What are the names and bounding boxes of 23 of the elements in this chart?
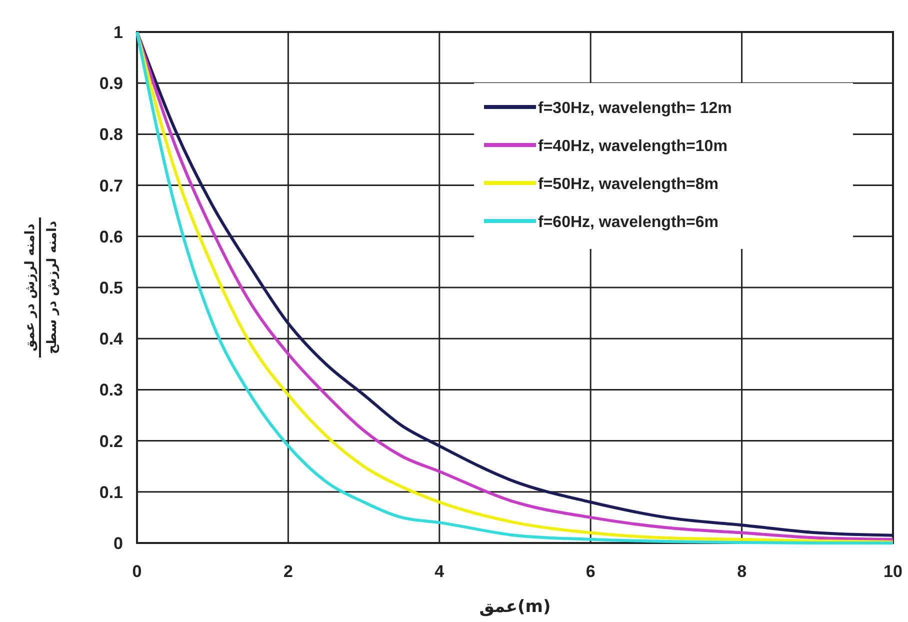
x-tick-label: 6	[586, 562, 596, 581]
y-tick-label: 0.6	[99, 227, 123, 246]
y-tick-label: 0.9	[99, 74, 123, 94]
y-tick-label: 0.7	[99, 176, 123, 196]
legend-label: f=50Hz, wavelength=8m	[538, 176, 719, 193]
x-tick-label: 0	[132, 562, 142, 581]
y-tick-label: 0.8	[99, 125, 123, 144]
y-tick-label: 0	[114, 534, 123, 553]
x-tick-label: 4	[434, 562, 445, 581]
y-tick-label: 0.5	[99, 278, 123, 298]
x-axis-title: عمق(m)	[479, 597, 551, 617]
y-tick-label: 0.4	[99, 330, 124, 349]
y-tick-label: 0.3	[99, 380, 123, 400]
x-tick-label: 10	[884, 562, 902, 581]
legend-label: f=60Hz, wavelength=6m	[538, 214, 719, 231]
y-axis-title: دامنه لرزش در عمق دامنه لرزش در سطح	[23, 220, 60, 354]
y-tick-label: 0.1	[99, 482, 123, 502]
y-tick-label: 1	[114, 23, 123, 42]
legend-label: f=30Hz, wavelength= 12m	[538, 100, 732, 117]
x-tick-label: 2	[283, 562, 293, 581]
y-tick-label: 0.2	[99, 432, 123, 451]
x-tick-label: 8	[737, 562, 747, 581]
legend-label: f=40Hz, wavelength=10m	[538, 138, 728, 155]
